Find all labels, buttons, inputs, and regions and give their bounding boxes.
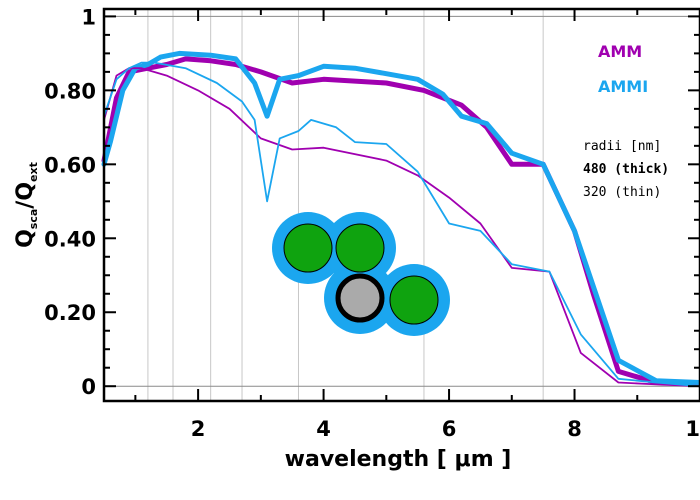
y-tick-label-5: 1 bbox=[81, 5, 96, 29]
series-amm-thin bbox=[103, 67, 700, 388]
x-tick-label-4: 4 bbox=[316, 417, 331, 441]
radii-label: radii [nm] bbox=[583, 139, 661, 154]
series-layer bbox=[101, 50, 700, 388]
x-axis-label: wavelength [ μm ] bbox=[285, 447, 512, 472]
y-label-slash: / bbox=[13, 200, 38, 209]
legend-entry-amm: AMM bbox=[598, 42, 642, 61]
legend: AMM AMMI radii [nm] 480 (thick) 320 (thi… bbox=[583, 42, 669, 200]
y-label-q2: Q bbox=[13, 182, 38, 201]
y-tick-label-0: 0 bbox=[81, 375, 96, 399]
aggregate-particle-illustration bbox=[272, 212, 450, 336]
grey-inclusion-grain bbox=[335, 273, 385, 323]
y-tick-label-2: 0.40 bbox=[44, 227, 96, 251]
green-grain-2 bbox=[335, 223, 385, 273]
thin-label: 320 (thin) bbox=[583, 185, 661, 200]
legend-entry-ammi: AMMI bbox=[598, 77, 648, 96]
x-tick-label-8: 8 bbox=[567, 417, 582, 441]
y-label-q1: Q bbox=[13, 229, 38, 248]
y-label-sub-den: ext bbox=[27, 162, 40, 182]
y-tick-label-1: 0.20 bbox=[44, 301, 96, 325]
y-axis-label: Qsca/Qext bbox=[13, 162, 40, 248]
grid-layer bbox=[104, 9, 700, 401]
x-tick-label-2: 2 bbox=[191, 417, 206, 441]
green-grain-1 bbox=[283, 223, 333, 273]
green-grain-3 bbox=[389, 275, 439, 325]
y-tick-label-4: 0.80 bbox=[44, 79, 96, 103]
tick-layer: 2 4 6 8 10 0 0.20 0.40 0.60 0.80 1 bbox=[44, 5, 700, 441]
thick-label: 480 (thick) bbox=[583, 162, 669, 177]
series-ammi-thin bbox=[103, 61, 700, 388]
y-tick-label-3: 0.60 bbox=[44, 153, 96, 177]
x-tick-label-6: 6 bbox=[442, 417, 457, 441]
x-tick-label-10: 10 bbox=[685, 417, 700, 441]
plot-frame bbox=[102, 7, 700, 403]
y-label-sub-num: sca bbox=[27, 209, 40, 230]
